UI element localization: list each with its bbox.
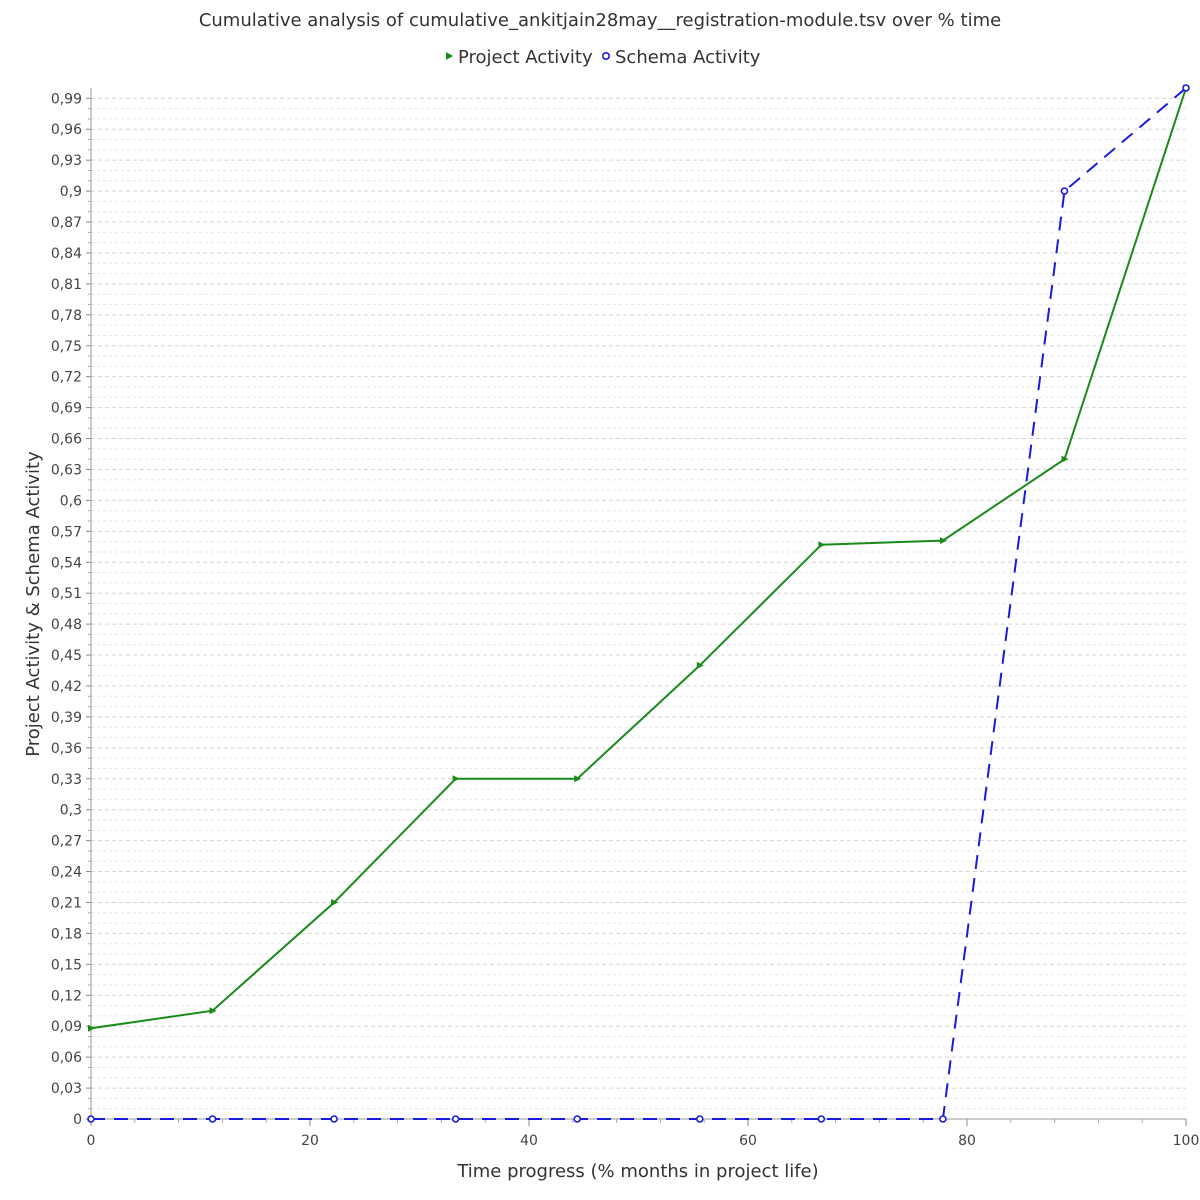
gridlines (91, 97, 1186, 1110)
data-point-schema-activity (696, 1115, 704, 1123)
y-tick-label: 0,42 (51, 679, 82, 695)
y-tick-label: 0,84 (51, 246, 82, 262)
y-tick-label: 0,93 (51, 153, 82, 169)
x-tick-label: 40 (520, 1133, 538, 1149)
data-point-schema-activity (87, 1115, 95, 1123)
y-tick-label: 0,72 (51, 370, 82, 386)
x-axis-ticks: 0 20 40 60 80 100 (87, 1119, 1200, 1149)
data-point-project-activity (88, 1024, 95, 1032)
y-tick-label: 0,12 (51, 988, 82, 1004)
data-point-schema-activity (1060, 187, 1069, 195)
y-tick-label: 0,99 (51, 91, 82, 107)
data-point-schema-activity (573, 1115, 581, 1123)
data-point-project-activity (696, 661, 704, 669)
y-tick-label: 0,27 (51, 834, 82, 850)
x-tick-label: 60 (739, 1133, 757, 1149)
y-tick-label: 0,54 (51, 555, 82, 571)
y-tick-label: 0,78 (51, 308, 82, 324)
data-point-schema-activity (939, 1115, 947, 1123)
y-tick-label: 0,57 (51, 524, 82, 540)
legend-item-schema-activity: Schema Activity (601, 47, 761, 68)
y-tick-label: 0,63 (51, 462, 82, 478)
y-tick-label: 0,6 (60, 493, 82, 509)
series-lines (87, 84, 1190, 1123)
x-tick-label: 100 (1173, 1133, 1200, 1149)
legend-marker-schema-activity (601, 51, 610, 60)
y-tick-label: 0,21 (51, 895, 82, 911)
y-tick-label: 0,81 (51, 277, 82, 293)
data-point-project-activity (452, 775, 460, 783)
series-line-project-activity (90, 87, 1187, 1030)
y-tick-label: 0,06 (51, 1050, 82, 1066)
y-tick-label: 0,36 (51, 741, 82, 757)
chart-title: Cumulative analysis of cumulative_ankitj… (199, 10, 1001, 31)
data-point-schema-activity (817, 1115, 826, 1123)
y-tick-label: 0,33 (51, 772, 82, 788)
data-point-project-activity (1061, 455, 1069, 463)
y-tick-label: 0,69 (51, 401, 82, 417)
series-line-schema-activity (91, 87, 1187, 1120)
y-tick-label: 0,48 (51, 617, 82, 633)
y-tick-label: 0,9 (60, 184, 82, 200)
y-axis-ticks: 0 0,03 0,06 0,09 0,12 0,15 0,18 0,21 0,24 0,27 0,3… (51, 91, 91, 1128)
y-tick-label: 0,96 (51, 122, 82, 138)
data-point-schema-activity (451, 1115, 460, 1123)
data-point-project-activity (331, 898, 339, 906)
y-tick-label: 0,03 (51, 1081, 82, 1097)
y-tick-label: 0,15 (51, 957, 82, 973)
legend: Project Activity Schema Activity (446, 47, 761, 68)
y-tick-label: 0,45 (51, 648, 82, 664)
x-tick-label: 0 (87, 1133, 96, 1149)
legend-label-project-activity: Project Activity (458, 47, 593, 68)
y-tick-label: 0,39 (51, 710, 82, 726)
y-tick-label: 0,87 (51, 215, 82, 231)
y-tick-label: 0,75 (51, 339, 82, 355)
y-tick-label: 0,09 (51, 1019, 82, 1035)
y-tick-label: 0,66 (51, 432, 82, 448)
legend-marker-project-activity (446, 52, 453, 60)
data-point-project-activity (574, 775, 582, 783)
x-tick-label: 80 (958, 1133, 976, 1149)
x-tick-label: 20 (301, 1133, 319, 1149)
y-axis-label: Project Activity & Schema Activity (23, 451, 44, 757)
data-point-project-activity (818, 541, 826, 549)
data-point-schema-activity (1182, 84, 1190, 92)
y-tick-label: 0 (73, 1112, 82, 1128)
y-tick-label: 0,24 (51, 865, 82, 881)
x-axis-label: Time progress (% months in project life) (456, 1161, 818, 1182)
data-point-project-activity (939, 537, 947, 545)
data-point-schema-activity (330, 1115, 338, 1123)
data-point-schema-activity (208, 1115, 217, 1123)
y-tick-label: 0,3 (60, 803, 82, 819)
legend-label-schema-activity: Schema Activity (615, 47, 761, 68)
data-point-project-activity (209, 1007, 217, 1015)
y-tick-label: 0,51 (51, 586, 82, 602)
y-tick-label: 0,18 (51, 926, 82, 942)
legend-item-project-activity: Project Activity (446, 47, 593, 68)
